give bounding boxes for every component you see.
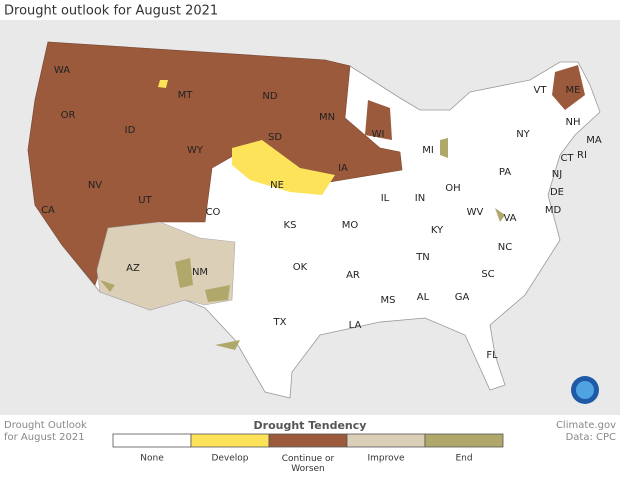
state-label: VA bbox=[503, 213, 516, 224]
state-label: CA bbox=[41, 205, 55, 216]
state-label: NH bbox=[566, 117, 581, 128]
legend: None Develop Continue or Worsen Improve End bbox=[112, 433, 504, 474]
state-label: FL bbox=[486, 350, 498, 361]
state-label: IL bbox=[381, 193, 390, 204]
state-label: AL bbox=[417, 292, 430, 303]
footer-right: Data: CPC bbox=[566, 432, 616, 443]
region-develop bbox=[158, 80, 335, 195]
state-label: MS bbox=[381, 295, 396, 306]
state-label: GA bbox=[455, 292, 470, 303]
legend-swatch bbox=[424, 433, 504, 448]
state-label: SC bbox=[481, 269, 494, 280]
state-label: MN bbox=[319, 112, 335, 123]
state-label: MT bbox=[178, 90, 194, 101]
state-label: NJ bbox=[552, 169, 562, 180]
legend-label: Develop bbox=[211, 454, 248, 464]
legend-swatch bbox=[112, 433, 192, 448]
state-label: NC bbox=[498, 242, 512, 253]
state-label: IN bbox=[415, 193, 425, 204]
state-label: MO bbox=[342, 220, 359, 231]
state-label: MA bbox=[586, 135, 602, 146]
state-label: IA bbox=[338, 163, 348, 174]
title: Drought outlook for August 2021 bbox=[4, 4, 218, 19]
state-label: CT bbox=[560, 153, 574, 164]
state-label: WV bbox=[467, 207, 484, 218]
state-label: ME bbox=[566, 85, 581, 96]
state-labels: WA OR CA ID NV MT WY UT AZ CO NM ND SD NE KS OK TX MN IA MO… bbox=[41, 65, 602, 361]
state-label: OK bbox=[293, 262, 308, 273]
legend-swatch bbox=[268, 433, 348, 448]
state-label: LA bbox=[349, 320, 362, 331]
state-label: PA bbox=[499, 167, 511, 178]
state-label: NY bbox=[516, 129, 530, 140]
state-label: TX bbox=[273, 317, 287, 328]
state-label: OR bbox=[61, 110, 76, 121]
state-label: RI bbox=[577, 150, 587, 161]
state-label: VT bbox=[534, 85, 548, 96]
state-label: MD bbox=[545, 205, 562, 216]
footer-left: Drought Outlook bbox=[4, 420, 87, 431]
state-label: OH bbox=[445, 183, 460, 194]
state-label: DE bbox=[550, 187, 564, 198]
state-label: TN bbox=[415, 252, 430, 263]
region-improve bbox=[96, 221, 236, 311]
state-label: MI bbox=[422, 145, 434, 156]
footer-left: for August 2021 bbox=[4, 432, 85, 443]
noaa-logo-inner bbox=[576, 381, 594, 399]
state-label: ID bbox=[125, 125, 136, 136]
legend-label: Improve bbox=[367, 454, 404, 464]
state-label: SD bbox=[268, 132, 282, 143]
state-label: NM bbox=[192, 267, 208, 278]
legend-label: End bbox=[455, 454, 472, 464]
state-label: ND bbox=[262, 91, 277, 102]
state-label: CO bbox=[206, 207, 221, 218]
footer-right: Climate.gov bbox=[556, 420, 616, 431]
region-continue-east bbox=[365, 65, 585, 140]
state-label: NE bbox=[270, 180, 284, 191]
legend-swatch bbox=[190, 433, 270, 448]
state-label: AZ bbox=[126, 263, 140, 274]
state-label: NV bbox=[88, 180, 102, 191]
region-continue bbox=[27, 41, 403, 286]
state-label: WI bbox=[372, 129, 385, 140]
state-label: WA bbox=[54, 65, 70, 76]
state-label: KS bbox=[284, 220, 297, 231]
state-label: AR bbox=[346, 270, 360, 281]
state-label: UT bbox=[138, 195, 152, 206]
legend-label: None bbox=[140, 454, 164, 464]
state-label: WY bbox=[187, 145, 204, 156]
legend-label: Continue or Worsen bbox=[282, 454, 335, 474]
legend-swatch bbox=[346, 433, 426, 448]
legend-title: Drought Tendency bbox=[254, 419, 367, 432]
state-label: KY bbox=[431, 225, 444, 236]
